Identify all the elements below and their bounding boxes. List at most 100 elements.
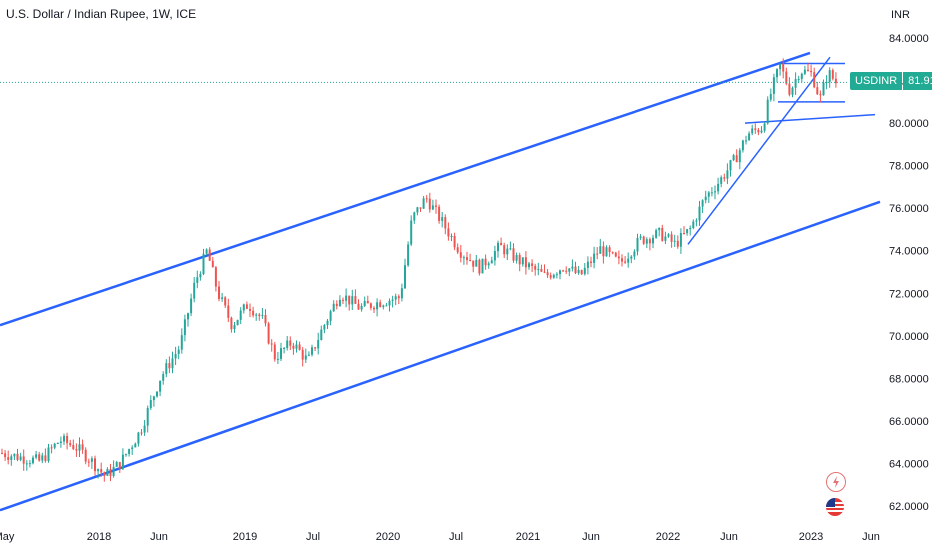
price-tick-label: 70.0000: [889, 331, 929, 343]
candle-body: [373, 307, 375, 310]
candle-body: [459, 252, 462, 258]
candle-body: [270, 343, 273, 345]
price-unit-label: INR: [891, 9, 910, 21]
candle-body: [78, 444, 81, 451]
candle-body: [779, 63, 782, 70]
candle-body: [376, 302, 379, 310]
candle-body: [456, 247, 459, 253]
candle-body: [794, 79, 797, 88]
candle-body: [394, 296, 397, 300]
price-tick-label: 74.0000: [889, 246, 929, 258]
candle-body: [233, 325, 236, 330]
lightning-icon[interactable]: [826, 472, 846, 492]
price-badge: USDINR 81.9130: [850, 72, 932, 90]
candle-body: [664, 236, 667, 241]
candle-body: [168, 363, 171, 369]
candle-body: [435, 205, 437, 207]
candle-body: [738, 150, 741, 163]
candle-body: [397, 296, 400, 299]
candle-body: [518, 255, 521, 265]
candle-body: [314, 347, 317, 349]
candle-body: [695, 220, 698, 222]
candle-body: [816, 87, 819, 95]
candle-body: [614, 252, 617, 257]
price-tick-label: 78.0000: [889, 161, 929, 173]
candle-body: [791, 87, 794, 95]
candle-body: [509, 248, 512, 250]
trendline[interactable]: [0, 200, 881, 512]
candle-body: [831, 70, 834, 79]
price-tick-label: 64.0000: [889, 458, 929, 470]
candle-body: [236, 319, 239, 326]
candle-body: [354, 296, 357, 304]
candle-body: [524, 257, 527, 268]
candle-body: [292, 345, 295, 349]
candle-body: [208, 249, 211, 261]
trendline[interactable]: [744, 113, 876, 124]
candle-body: [180, 335, 183, 350]
candle-body: [704, 196, 707, 201]
candle-body: [772, 77, 775, 94]
candle-body: [484, 258, 487, 266]
us-flag-icon[interactable]: [826, 498, 844, 516]
candle-body: [577, 270, 580, 274]
candle-body: [320, 329, 323, 341]
trendline[interactable]: [687, 56, 831, 245]
candle-body: [807, 69, 809, 71]
candle-body: [512, 248, 515, 261]
candle-body: [326, 320, 329, 326]
candle-body: [776, 69, 778, 78]
candle-body: [115, 462, 118, 467]
candle-body: [283, 348, 286, 350]
candle-body: [218, 286, 220, 299]
candle-body: [416, 207, 419, 213]
trendline-layer: [0, 51, 881, 512]
candle-body: [276, 358, 279, 360]
candle-body: [667, 234, 670, 237]
candle-body: [611, 252, 614, 254]
candle-body: [35, 454, 38, 458]
candle-body: [763, 123, 766, 131]
candle-body: [280, 348, 282, 359]
candle-body: [87, 461, 90, 463]
candle-body: [404, 265, 406, 289]
candle-body: [621, 258, 623, 262]
candle-body: [400, 288, 403, 299]
candle-body: [134, 443, 137, 448]
candle-body: [605, 247, 608, 257]
time-axis[interactable]: May 2018 Jun 2019 Jul 2020 Jul 2021 Jun 2022 Jun 20…: [0, 531, 880, 543]
time-tick-label: 2023: [799, 531, 823, 543]
time-tick-label: Jun: [720, 531, 738, 543]
candle-body: [552, 274, 555, 278]
candle-body: [543, 271, 546, 273]
candle-body: [710, 192, 713, 194]
candle-body: [720, 177, 723, 184]
candle-body: [329, 311, 332, 321]
trendline[interactable]: [0, 51, 811, 327]
candle-body: [531, 263, 534, 266]
price-axis[interactable]: 84.000082.000080.000078.000076.000074.00…: [889, 33, 929, 513]
candle-body: [90, 458, 93, 462]
candle-body: [422, 198, 425, 209]
candle-body: [230, 317, 233, 330]
candle-body: [118, 462, 121, 469]
candle-layer: [1, 58, 837, 482]
candle-body: [593, 253, 596, 263]
price-tick-label: 76.0000: [889, 203, 929, 215]
candle-body: [196, 277, 199, 283]
candle-body: [506, 248, 509, 255]
candle-body: [555, 274, 558, 276]
candle-body: [748, 133, 751, 141]
candle-body: [224, 297, 227, 306]
candle-body: [652, 237, 654, 244]
candle-body: [580, 270, 583, 275]
candle-body: [295, 344, 298, 349]
candle-body: [385, 305, 388, 307]
candle-body: [661, 227, 664, 241]
candle-body: [645, 239, 648, 244]
candle-body: [683, 232, 685, 234]
candle-body: [286, 340, 289, 349]
candle-body: [413, 212, 416, 221]
candle-body: [50, 447, 53, 449]
